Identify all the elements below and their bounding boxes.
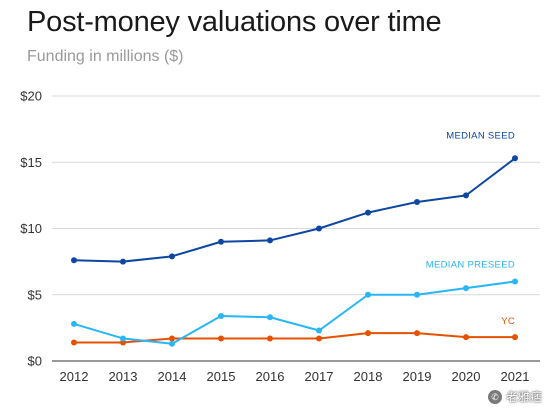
data-point bbox=[218, 335, 224, 342]
gridlines bbox=[52, 95, 540, 362]
x-tick-label: 2019 bbox=[403, 369, 432, 384]
data-point bbox=[512, 155, 518, 162]
data-point bbox=[120, 258, 126, 265]
data-point bbox=[218, 238, 224, 245]
data-point bbox=[71, 320, 77, 327]
data-point bbox=[316, 225, 322, 232]
data-point bbox=[71, 339, 77, 346]
data-point bbox=[169, 253, 175, 260]
data-point bbox=[365, 291, 371, 298]
data-point bbox=[169, 335, 175, 342]
data-point bbox=[414, 199, 420, 205]
data-point bbox=[463, 285, 469, 292]
data-point bbox=[316, 327, 322, 334]
x-tick-label: 2014 bbox=[158, 369, 187, 384]
x-tick-label: 2020 bbox=[452, 369, 481, 384]
data-point bbox=[120, 335, 126, 342]
series-label: MEDIAN PRESEED bbox=[426, 260, 515, 271]
y-tick-label: $20 bbox=[20, 89, 42, 104]
data-point bbox=[414, 330, 420, 337]
y-tick-label: $5 bbox=[28, 287, 42, 302]
x-tick-label: 2017 bbox=[305, 369, 334, 384]
data-point bbox=[463, 334, 469, 341]
series-line bbox=[73, 280, 516, 345]
watermark: ✆ 老雅痞 bbox=[487, 388, 542, 405]
series-lines bbox=[71, 155, 518, 347]
data-point bbox=[512, 334, 518, 341]
data-point bbox=[267, 335, 273, 342]
data-point bbox=[463, 192, 469, 199]
data-point bbox=[71, 257, 77, 264]
chart-title: Post-money valuations over time bbox=[27, 6, 442, 38]
data-point bbox=[218, 312, 224, 319]
x-tick-label: 2018 bbox=[354, 369, 383, 384]
x-tick-label: 2013 bbox=[109, 369, 138, 384]
y-tick-label: $10 bbox=[20, 221, 42, 236]
watermark-text: 老雅痞 bbox=[505, 390, 542, 404]
chart-subtitle: Funding in millions ($) bbox=[27, 48, 184, 65]
x-tick-label: 2015 bbox=[207, 369, 236, 384]
y-axis-ticks: $0 $5 $10 $15 $20 bbox=[20, 89, 42, 369]
data-point bbox=[512, 278, 518, 285]
data-point bbox=[169, 340, 175, 347]
y-tick-label: $15 bbox=[20, 155, 42, 170]
series-labels: MEDIAN SEED MEDIAN PRESEED YC bbox=[426, 130, 515, 327]
data-point bbox=[365, 330, 371, 337]
y-tick-label: $0 bbox=[28, 354, 42, 369]
series-label: YC bbox=[501, 316, 515, 327]
x-tick-label: 2012 bbox=[60, 369, 89, 384]
series-label: MEDIAN SEED bbox=[446, 130, 515, 141]
x-axis-ticks: 2012 2013 2014 2015 2016 2017 2018 2019 2020 2021 bbox=[60, 369, 530, 384]
data-point bbox=[316, 335, 322, 342]
data-point bbox=[365, 209, 371, 216]
data-point bbox=[267, 314, 273, 321]
series-line bbox=[73, 157, 516, 263]
data-point bbox=[414, 291, 420, 298]
data-point bbox=[267, 237, 273, 244]
x-tick-label: 2016 bbox=[256, 369, 285, 384]
wechat-icon: ✆ bbox=[487, 389, 502, 404]
x-tick-label: 2021 bbox=[501, 369, 530, 384]
